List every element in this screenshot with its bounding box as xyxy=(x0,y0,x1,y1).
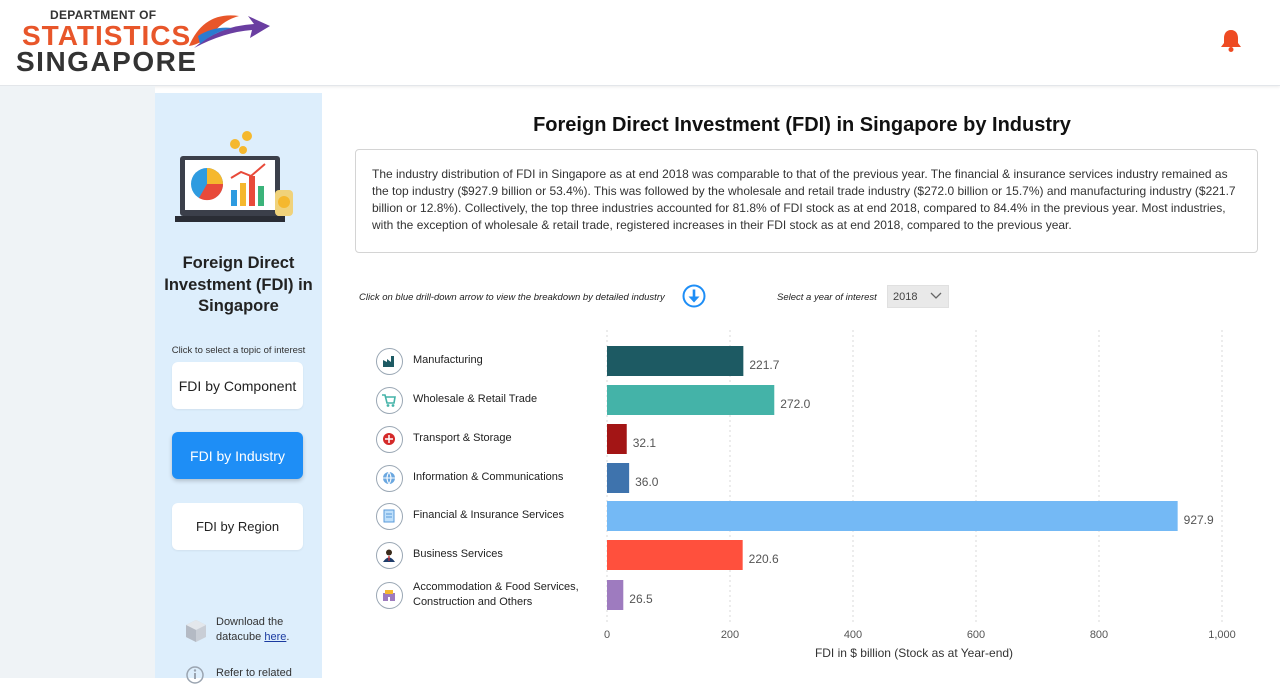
left-gutter xyxy=(0,86,155,678)
year-label: Select a year of interest xyxy=(777,292,877,303)
logo-line3: SINGAPORE xyxy=(16,46,198,77)
top-header: DEPARTMENT OF STATISTICS SINGAPORE xyxy=(0,0,1280,86)
dos-logo[interactable]: DEPARTMENT OF STATISTICS SINGAPORE xyxy=(14,6,274,77)
drill-down-hint: Click on blue drill-down arrow to view t… xyxy=(359,292,665,303)
logo-line1: DEPARTMENT OF xyxy=(50,8,157,22)
shopping-cart-icon xyxy=(376,386,403,414)
refer-text: Refer to related xyxy=(216,667,292,679)
download-here-link[interactable]: here xyxy=(264,631,287,643)
fdi-by-component-button[interactable]: FDI by Component xyxy=(172,362,303,409)
x-axis-title: FDI in $ billion (Stock as at Year-end) xyxy=(815,646,1013,660)
category-label: Financial & Insurance Services xyxy=(413,509,565,522)
bar-3[interactable] xyxy=(607,424,627,454)
chart-svg: 0 200 400 600 800 1,000 221.7 272.0 32.1 36.0 927.… xyxy=(604,330,1236,660)
finance-document-icon xyxy=(376,502,403,530)
business-person-icon xyxy=(376,541,403,569)
category-label: Information & Communications xyxy=(413,471,564,484)
drill-down-arrow-icon[interactable] xyxy=(682,284,706,313)
category-row[interactable]: Manufacturing xyxy=(376,347,606,375)
chevron-down-icon xyxy=(930,292,942,299)
category-label: Wholesale & Retail Trade xyxy=(413,393,538,406)
category-label: Business Services xyxy=(413,548,503,561)
factory-icon xyxy=(376,347,403,375)
category-row[interactable]: Financial & Insurance Services xyxy=(376,502,606,530)
notification-bell-icon[interactable] xyxy=(1220,28,1242,57)
bar-value-label: 220.6 xyxy=(749,552,779,566)
page-title: Foreign Direct Investment (FDI) in Singa… xyxy=(533,114,1071,136)
bar-value-label: 26.5 xyxy=(629,592,653,606)
info-icon xyxy=(186,666,204,684)
category-row[interactable]: Information & Communications xyxy=(376,464,606,492)
x-tick-label: 400 xyxy=(844,629,862,641)
dashboard-illustration-icon xyxy=(175,131,293,222)
cube-icon xyxy=(186,620,206,642)
bar-value-label: 32.1 xyxy=(633,436,657,450)
bar-7[interactable] xyxy=(607,580,624,610)
bar-5[interactable] xyxy=(607,501,1178,531)
sidebar: Foreign Direct Investment (FDI) in Singa… xyxy=(155,93,322,684)
bar-value-label: 221.7 xyxy=(749,358,779,372)
hotel-icon xyxy=(376,581,403,609)
description-box: The industry distribution of FDI in Sing… xyxy=(355,149,1258,253)
x-tick-label: 800 xyxy=(1090,629,1108,641)
category-row[interactable]: Business Services xyxy=(376,541,606,569)
globe-icon xyxy=(376,464,403,492)
year-select-value: 2018 xyxy=(893,291,918,303)
x-tick-label: 1,000 xyxy=(1208,629,1236,641)
bar-value-label: 927.9 xyxy=(1184,513,1214,527)
category-label: Manufacturing xyxy=(413,354,483,367)
category-label: Transport & Storage xyxy=(413,432,512,445)
logo-line2: STATISTICS xyxy=(22,20,192,51)
sidebar-hint: Click to select a topic of interest xyxy=(171,345,306,356)
x-tick-label: 0 xyxy=(604,629,610,641)
category-row[interactable]: Transport & Storage xyxy=(376,425,606,453)
category-row[interactable]: Accommodation & Food Services, Construct… xyxy=(376,581,606,609)
bar-value-label: 36.0 xyxy=(635,475,659,489)
fdi-by-industry-button[interactable]: FDI by Industry xyxy=(172,432,303,479)
bar-6[interactable] xyxy=(607,540,743,570)
download-text: Download the datacube xyxy=(216,616,284,643)
fdi-by-region-button[interactable]: FDI by Region xyxy=(172,503,303,550)
download-suffix: . xyxy=(286,631,290,643)
x-tick-label: 600 xyxy=(967,629,985,641)
bar-1[interactable] xyxy=(607,346,744,376)
bar-value-label: 272.0 xyxy=(780,397,810,411)
transport-icon xyxy=(376,425,403,453)
bar-2[interactable] xyxy=(607,385,775,415)
category-label: Accommodation & Food Services, Construct… xyxy=(413,580,579,609)
sidebar-title: Foreign Direct Investment (FDI) in Singa… xyxy=(164,254,313,315)
x-tick-label: 200 xyxy=(721,629,739,641)
industry-bar-chart: 0 200 400 600 800 1,000 221.7 272.0 32.1 36.0 927.… xyxy=(360,325,1250,665)
category-row[interactable]: Wholesale & Retail Trade xyxy=(376,386,606,414)
logo-swoosh-icon xyxy=(189,15,270,48)
bar-4[interactable] xyxy=(607,463,630,493)
year-select[interactable]: 2018 xyxy=(887,285,949,308)
